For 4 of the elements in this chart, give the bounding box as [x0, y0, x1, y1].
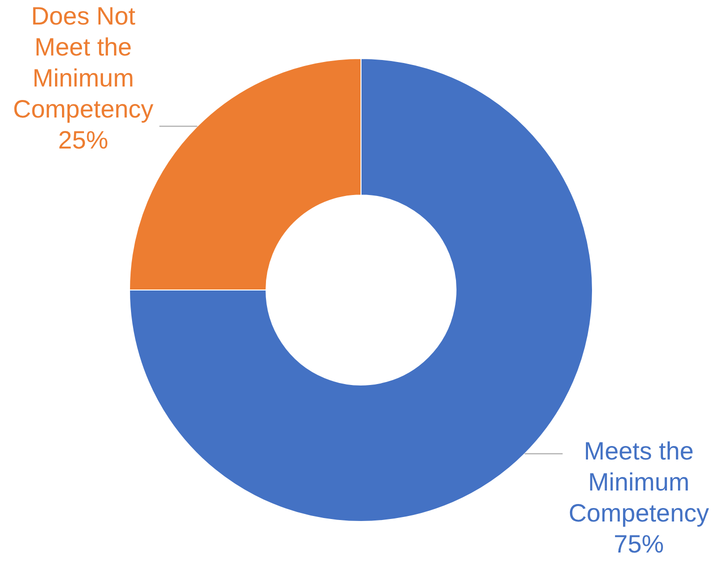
data-label: 25% [58, 126, 108, 154]
slice-label: Meets the Minimum Competency [568, 437, 710, 528]
data-label: 75% [614, 530, 664, 558]
slice-label: Does Not Meet the Minimum Competency [13, 2, 154, 124]
